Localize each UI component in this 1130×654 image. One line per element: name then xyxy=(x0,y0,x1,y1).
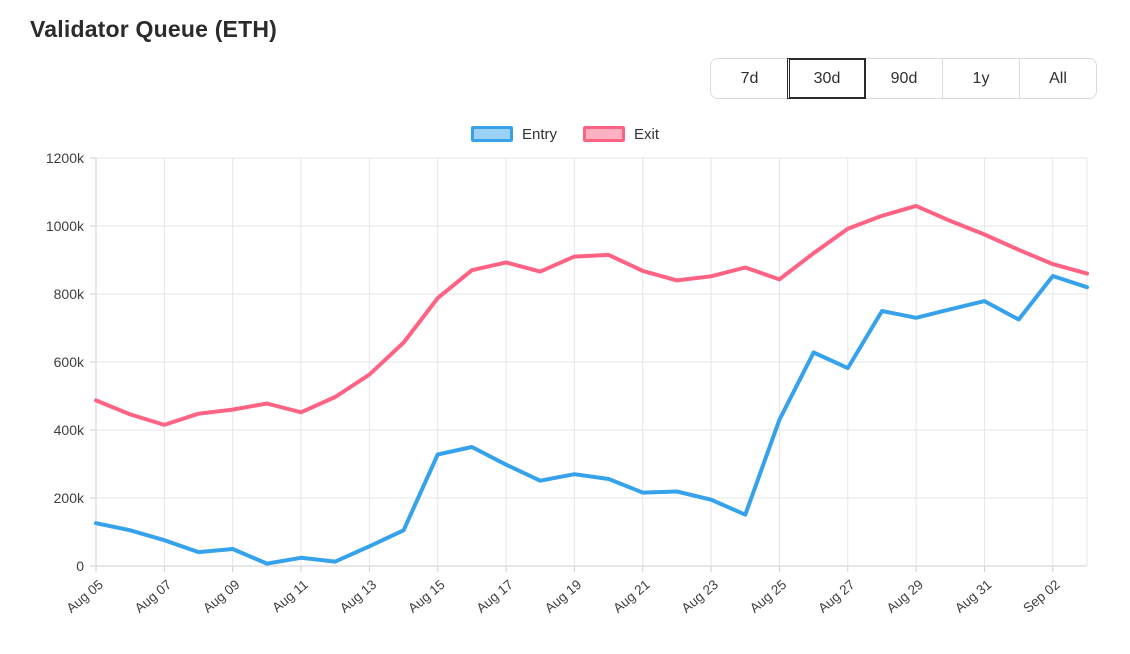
line-chart: 0 200k 400k 600k 800k 1000k 1200k Aug 05 Aug 07 A… xyxy=(0,140,1130,654)
x-tick-label: Aug 23 xyxy=(679,577,721,616)
x-tick-label: Aug 07 xyxy=(132,577,174,616)
chart-legend: Entry Exit xyxy=(0,120,1130,148)
x-tick-label: Aug 05 xyxy=(64,577,106,616)
x-tick-label: Aug 21 xyxy=(610,577,652,616)
x-tick-label: Aug 27 xyxy=(815,577,857,616)
x-tick-label: Aug 09 xyxy=(200,577,242,616)
range-button-30d[interactable]: 30d xyxy=(788,59,865,98)
x-tick-label: Sep 02 xyxy=(1020,577,1062,616)
x-tick-label: Aug 15 xyxy=(405,577,447,616)
x-tick-label: Aug 29 xyxy=(884,577,926,616)
y-tick-label: 1000k xyxy=(46,218,85,234)
legend-label-entry: Entry xyxy=(521,125,557,143)
range-button-all[interactable]: All xyxy=(1019,59,1096,98)
legend-item-exit[interactable]: Exit xyxy=(583,126,659,143)
x-tick-label: Aug 13 xyxy=(337,577,379,616)
y-tick-label: 600k xyxy=(54,354,85,370)
range-button-90d[interactable]: 90d xyxy=(865,59,942,98)
x-tick-label: Aug 19 xyxy=(542,577,584,616)
x-tick-label: Aug 11 xyxy=(269,577,311,615)
legend-swatch-exit xyxy=(583,126,625,142)
x-tick-label: Aug 31 xyxy=(952,577,994,616)
x-tick-label: Aug 25 xyxy=(747,577,789,616)
legend-item-entry[interactable]: Entry xyxy=(470,125,557,143)
chart-svg: 0 200k 400k 600k 800k 1000k 1200k Aug 05 Aug 07 A… xyxy=(46,150,1089,616)
entry-line xyxy=(94,274,1089,566)
page-title: Validator Queue (ETH) xyxy=(30,16,278,42)
y-tick-label: 0 xyxy=(76,558,84,574)
legend-swatch-entry xyxy=(470,126,513,142)
exit-line xyxy=(94,203,1089,427)
x-tick-label: Aug 17 xyxy=(474,577,516,616)
y-tick-label: 200k xyxy=(54,490,85,506)
range-button-1y[interactable]: 1y xyxy=(942,59,1019,98)
y-tick-label: 400k xyxy=(54,422,85,438)
y-tick-label: 800k xyxy=(54,286,85,302)
range-button-7d[interactable]: 7d xyxy=(711,59,788,98)
legend-label-exit: Exit xyxy=(634,125,660,143)
time-range-button-group: 7d 30d 90d 1y All xyxy=(710,58,1097,99)
y-tick-label: 1200k xyxy=(46,150,85,166)
